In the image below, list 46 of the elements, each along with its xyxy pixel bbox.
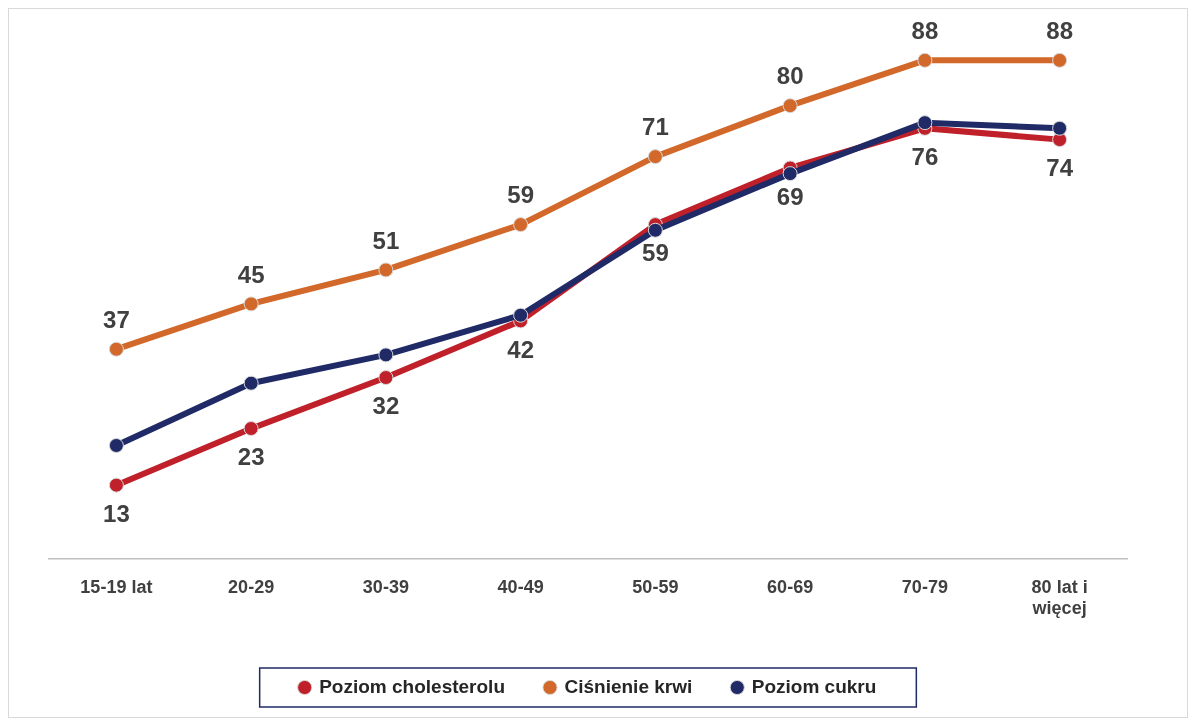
point	[108, 341, 124, 357]
data-label: 59	[507, 181, 534, 209]
legend-label: Poziom cholesterolu	[319, 675, 505, 697]
point	[782, 98, 798, 114]
data-label: 69	[776, 182, 804, 210]
point	[782, 166, 798, 182]
x-tick-label: 50-59	[632, 576, 679, 597]
point	[108, 477, 124, 493]
data-label: 23	[237, 443, 265, 471]
legend-label: Ciśnienie krwi	[564, 675, 693, 697]
point	[243, 296, 259, 312]
point	[1052, 52, 1068, 68]
data-label: 32	[372, 392, 400, 420]
point	[917, 52, 933, 68]
point	[513, 307, 529, 323]
data-label: 88	[911, 16, 939, 44]
point	[917, 115, 933, 131]
point	[1052, 120, 1068, 136]
data-label: 59	[642, 239, 669, 267]
x-tick-label: 70-79	[901, 576, 948, 597]
x-tick-label: 80 lat i więcej	[1031, 576, 1088, 619]
point	[378, 370, 394, 386]
x-tick-label: 40-49	[497, 576, 544, 597]
data-label: 80	[776, 62, 804, 90]
x-tick-label: 15-19 lat	[80, 576, 153, 597]
point	[243, 421, 259, 437]
point	[378, 347, 394, 363]
data-label: 71	[642, 113, 669, 141]
data-label: 51	[372, 226, 400, 254]
data-label: 42	[507, 335, 534, 363]
data-label: 37	[103, 305, 130, 333]
x-tick-label: 30-39	[362, 576, 409, 597]
point	[647, 222, 663, 238]
data-label: 76	[911, 142, 939, 170]
x-tick-label: 60-69	[767, 576, 814, 597]
point	[378, 262, 394, 278]
point	[243, 375, 259, 391]
legend-label: Poziom cukru	[751, 675, 877, 697]
x-tick-label: 20-29	[228, 576, 275, 597]
data-label: 88	[1046, 16, 1073, 44]
data-label: 45	[237, 260, 265, 288]
point	[108, 438, 124, 454]
point	[647, 149, 663, 165]
data-label: 13	[103, 499, 130, 527]
data-label: 74	[1046, 154, 1074, 182]
point	[513, 217, 529, 233]
